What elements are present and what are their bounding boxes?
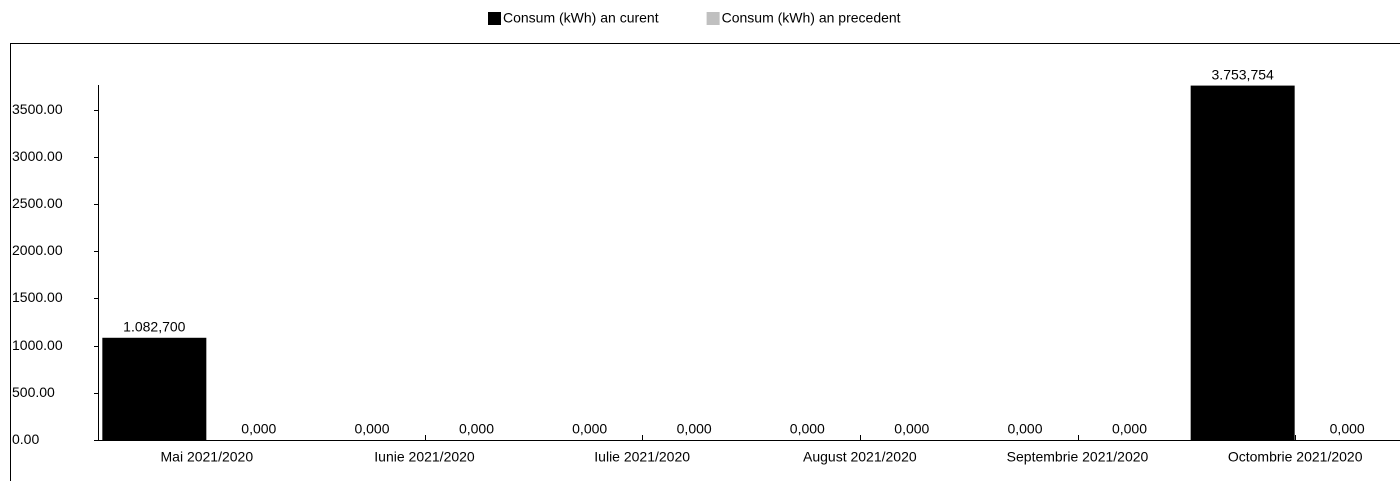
legend-label: Consum (kWh) an curent bbox=[503, 10, 659, 26]
y-tick-label: 0.00 bbox=[12, 431, 39, 447]
y-tick-label: 1000.00 bbox=[12, 337, 63, 353]
x-tick-label: Septembrie 2021/2020 bbox=[1007, 449, 1149, 465]
x-tick-label: Mai 2021/2020 bbox=[161, 449, 254, 465]
value-label: 0,000 bbox=[241, 421, 276, 437]
value-label: 0,000 bbox=[459, 421, 494, 437]
x-tick-label: Octombrie 2021/2020 bbox=[1228, 449, 1363, 465]
x-tick-label: Iulie 2021/2020 bbox=[594, 449, 690, 465]
frame bbox=[10, 43, 1400, 481]
value-label: 0,000 bbox=[677, 421, 712, 437]
legend-swatch bbox=[706, 12, 720, 25]
y-tick-label: 2500.00 bbox=[12, 195, 63, 211]
value-label: 0,000 bbox=[894, 421, 929, 437]
value-label: 0,000 bbox=[1112, 421, 1147, 437]
value-label: 1.082,700 bbox=[123, 318, 185, 334]
x-tick-label: Iunie 2021/2020 bbox=[374, 449, 475, 465]
value-label: 0,000 bbox=[572, 421, 607, 437]
legend-label: Consum (kWh) an precedent bbox=[722, 10, 901, 26]
value-label: 0,000 bbox=[1330, 421, 1365, 437]
bar bbox=[102, 337, 207, 440]
y-tick-label: 2000.00 bbox=[12, 242, 63, 258]
y-tick-label: 3500.00 bbox=[12, 101, 63, 117]
value-label: 0,000 bbox=[790, 421, 825, 437]
value-label: 0,000 bbox=[354, 421, 389, 437]
y-tick-label: 1500.00 bbox=[12, 289, 63, 305]
value-label: 3.753,754 bbox=[1212, 66, 1274, 82]
value-label: 0,000 bbox=[1007, 421, 1042, 437]
bar bbox=[1190, 85, 1295, 440]
y-tick-label: 500.00 bbox=[12, 384, 55, 400]
x-tick-label: August 2021/2020 bbox=[803, 449, 917, 465]
legend-swatch bbox=[488, 12, 501, 25]
y-tick-label: 3000.00 bbox=[12, 148, 63, 164]
